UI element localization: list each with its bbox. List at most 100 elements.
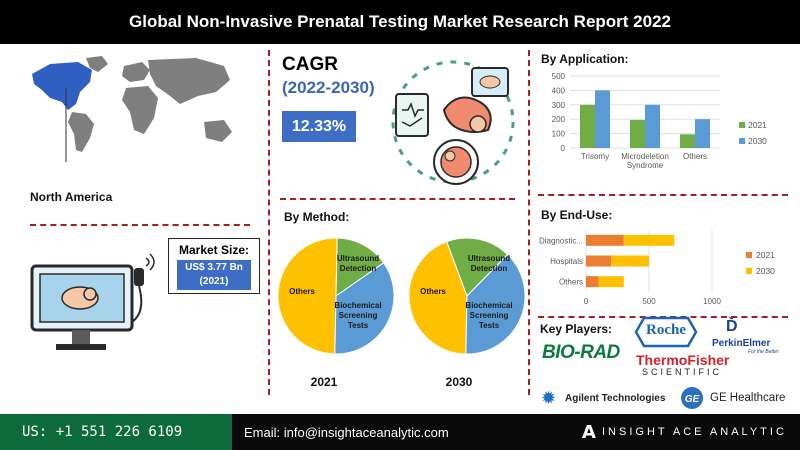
enduse-bar-2021 bbox=[586, 276, 599, 288]
map-greenland bbox=[86, 56, 108, 72]
agilent-icon: ✹ bbox=[541, 388, 557, 408]
map-south-america bbox=[68, 112, 94, 152]
pie-slice-label: Detection bbox=[471, 264, 508, 273]
pie-year-label: 2021 bbox=[311, 375, 338, 389]
enduse-category-label: Hospitals bbox=[550, 257, 583, 266]
ge-text: GE Healthcare bbox=[710, 392, 786, 404]
app-ytick-label: 0 bbox=[561, 144, 566, 153]
app-legend-label: 2030 bbox=[748, 136, 767, 146]
map-europe bbox=[122, 62, 150, 82]
app-ytick-label: 200 bbox=[552, 115, 566, 124]
pie-slice-label: Biochemical bbox=[465, 301, 512, 310]
pie-slice bbox=[335, 237, 385, 297]
app-ytick-label: 100 bbox=[552, 130, 566, 139]
pie-slice-label: Tests bbox=[348, 321, 369, 330]
enduse-bar-chart: 0 500 1000 Diagnostic... Hospitals Others 2021… bbox=[539, 230, 775, 306]
pie-slice bbox=[465, 253, 526, 355]
app-category-label: Microdeletion bbox=[621, 152, 669, 161]
perkinelmer-icon: Ď bbox=[726, 318, 738, 335]
divider-left bbox=[268, 50, 270, 395]
divider-right bbox=[528, 50, 530, 395]
pie-slice-label: Screening bbox=[339, 311, 378, 320]
enduse-legend-swatch bbox=[746, 252, 752, 258]
app-ytick-label: 500 bbox=[552, 72, 566, 81]
pie-year-label: 2030 bbox=[446, 375, 473, 389]
enduse-xtick-label: 0 bbox=[584, 297, 589, 306]
pie-slice-label: Tests bbox=[479, 321, 500, 330]
app-category-label: Others bbox=[683, 152, 707, 161]
page-title: Global Non-Invasive Prenatal Testing Mar… bbox=[0, 0, 800, 44]
pie-slice bbox=[334, 262, 395, 355]
app-bar-2030 bbox=[645, 104, 660, 148]
enduse-legend-swatch bbox=[746, 268, 752, 274]
svg-text:GE: GE bbox=[685, 394, 700, 405]
world-map bbox=[32, 56, 232, 162]
application-title: By Application: bbox=[541, 52, 629, 66]
enduse-xtick-label: 1000 bbox=[703, 297, 721, 306]
pie-slice bbox=[277, 237, 338, 355]
market-size-card: Market Size: US$ 3.77 Bn (2021) bbox=[168, 238, 260, 294]
app-category-label: Trisomy bbox=[581, 152, 609, 161]
map-australia bbox=[204, 120, 232, 142]
ultrasound-machine-illustration bbox=[30, 253, 155, 350]
divider-right-top bbox=[538, 194, 788, 196]
enduse-bar-2030 bbox=[623, 234, 675, 246]
app-legend-swatch bbox=[739, 122, 745, 128]
enduse-legend-label: 2021 bbox=[756, 250, 775, 260]
divider-center-mid bbox=[280, 198, 515, 200]
ge-icon: GE bbox=[681, 387, 703, 409]
roche-logo bbox=[634, 316, 698, 348]
biorad-text: BIO-RAD bbox=[542, 342, 620, 363]
perkinelmer-text: PerkinElmer bbox=[712, 338, 771, 349]
app-bar-2021 bbox=[630, 119, 645, 148]
players-title: Key Players: bbox=[540, 322, 613, 336]
pie-slice-label: Detection bbox=[340, 264, 377, 273]
app-ytick-label: 400 bbox=[552, 86, 566, 95]
market-size-year: (2021) bbox=[199, 276, 229, 287]
footer-brand: 𝗔 INSIGHT ACE ANALYTIC bbox=[562, 414, 800, 450]
enduse-legend-label: 2030 bbox=[756, 266, 775, 276]
pie-slice bbox=[446, 237, 509, 297]
map-asia bbox=[148, 58, 230, 104]
map-africa bbox=[122, 86, 158, 134]
app-bar-2030 bbox=[595, 90, 610, 148]
enduse-bar-2021 bbox=[586, 234, 624, 246]
app-category-label: Syndrome bbox=[627, 161, 664, 170]
brand-logo-icon: 𝗔 bbox=[582, 422, 596, 442]
enduse-xtick-label: 500 bbox=[642, 297, 656, 306]
market-size-amount: US$ 3.77 Bn bbox=[185, 262, 243, 273]
enduse-bar-2030 bbox=[611, 255, 649, 267]
divider-left-mid bbox=[30, 224, 250, 226]
enduse-bar-2030 bbox=[598, 276, 624, 288]
pie-slice bbox=[408, 241, 468, 355]
enduse-category-label: Others bbox=[559, 278, 583, 287]
pie-slice-label: Biochemical bbox=[334, 301, 381, 310]
method-pie-charts: OthersUltrasoundDetectionBiochemicalScre… bbox=[277, 237, 526, 389]
method-title: By Method: bbox=[284, 210, 350, 224]
footer-phone: US: +1 551 226 6109 bbox=[0, 414, 232, 450]
thermofisher-text: ThermoFisher bbox=[636, 352, 730, 368]
pie-slice-label: Others bbox=[289, 287, 315, 296]
application-bar-chart: 0 100 200 300 400 500 Trisomy MicrodeletionSynd… bbox=[552, 72, 768, 170]
app-bar-2030 bbox=[695, 119, 710, 148]
cagr-title: CAGR bbox=[282, 54, 338, 75]
enduse-title: By End-Use: bbox=[541, 208, 613, 222]
pie-slice-label: Others bbox=[420, 287, 446, 296]
app-bar-2021 bbox=[580, 104, 595, 148]
thermofisher-subtitle: SCIENTIFIC bbox=[642, 367, 723, 377]
app-legend-swatch bbox=[739, 138, 745, 144]
market-size-value: US$ 3.77 Bn (2021) bbox=[177, 260, 251, 290]
pie-slice-label: Ultrasound bbox=[468, 254, 510, 263]
cagr-period: (2022-2030) bbox=[282, 78, 375, 97]
map-north-america bbox=[32, 62, 92, 110]
app-legend-label: 2021 bbox=[748, 120, 767, 130]
enduse-bar-2021 bbox=[586, 255, 612, 267]
app-bar-2021 bbox=[680, 134, 695, 148]
footer-email: Email: info@insightaceanalytic.com bbox=[232, 414, 562, 450]
perkinelmer-tagline: For the Better bbox=[748, 349, 779, 355]
prenatal-illustration bbox=[391, 60, 515, 185]
pie-slice-label: Screening bbox=[470, 311, 509, 320]
roche-text: Roche bbox=[646, 322, 686, 338]
app-ytick-label: 300 bbox=[552, 101, 566, 110]
cagr-value: 12.33% bbox=[282, 111, 356, 142]
